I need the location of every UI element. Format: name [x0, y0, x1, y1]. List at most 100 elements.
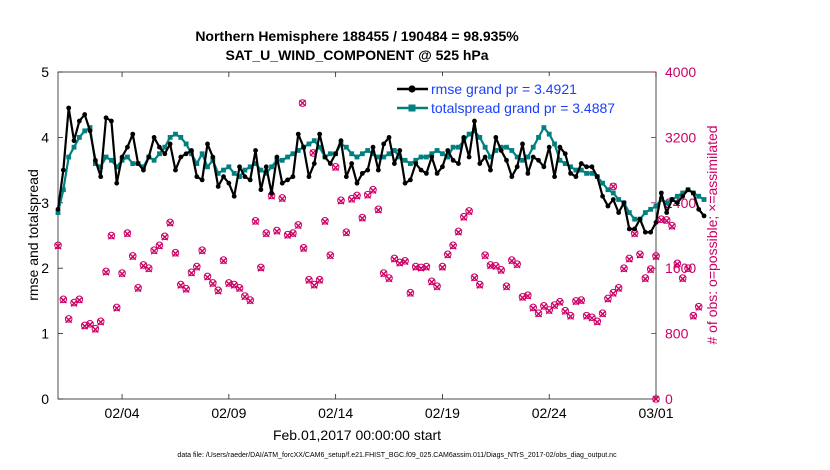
rmse-point: [605, 203, 611, 209]
rmse-point: [322, 154, 328, 160]
totalspread-point: [434, 148, 440, 153]
obs-possible-point: [193, 262, 201, 271]
series-layer: [55, 105, 707, 235]
totalspread-point: [359, 151, 365, 157]
totalspread-point: [295, 148, 301, 153]
obs-possible-point: [374, 205, 383, 214]
obs-assimilated-point: [540, 303, 548, 311]
obs-possible-point: [556, 297, 564, 306]
obs-assimilated-point: [577, 297, 585, 305]
obs-possible-point: [198, 246, 206, 255]
totalspread-point: [632, 216, 638, 222]
totalspread-point: [578, 167, 584, 173]
y-tick-label: 3: [41, 195, 49, 211]
rmse-point: [231, 193, 237, 199]
obs-assimilated-point: [535, 310, 543, 318]
rmse-point: [653, 220, 659, 225]
obs-assimilated-point: [615, 285, 623, 293]
obs-assimilated-point: [193, 263, 201, 271]
obs-possible-point: [492, 261, 500, 270]
obs-assimilated-point: [278, 195, 286, 203]
y2-axis-label: # of obs: o=possible; ×=assimilated: [704, 125, 720, 344]
totalspread-point: [498, 144, 504, 150]
obs-assimilated-point: [273, 227, 281, 235]
rmse-point: [146, 154, 152, 160]
obs-assimilated-point: [107, 232, 115, 240]
rmse-point: [509, 174, 515, 180]
rmse-point: [114, 180, 120, 186]
obs-possible-point: [646, 265, 655, 273]
obs-possible-point: [545, 306, 554, 314]
obs-assimilated-point: [657, 216, 665, 224]
totalspread-point: [290, 151, 296, 157]
obs-possible-point: [481, 251, 489, 259]
obs-possible-point: [379, 269, 388, 277]
rmse-point: [701, 213, 707, 219]
x-axis: 02/04 02/09 02/14 02/19 02/24 03/01: [105, 72, 674, 421]
rmse-point: [610, 197, 616, 202]
rmse-point: [418, 167, 424, 173]
obs-assimilated-point: [145, 265, 153, 273]
totalspread-point: [108, 157, 114, 163]
rmse-point: [333, 151, 339, 157]
obs-assimilated-point: [428, 278, 436, 286]
obs-possible-point: [668, 221, 676, 230]
obs-possible-point: [64, 315, 73, 323]
totalspread-point: [354, 154, 360, 160]
obs-assimilated-point: [401, 258, 409, 266]
obs-assimilated-point: [663, 217, 671, 225]
obs-assimilated-point: [59, 296, 67, 304]
obs-assimilated-point: [214, 287, 222, 295]
rmse-point: [82, 112, 88, 117]
obs-possible-point: [155, 241, 164, 250]
rmse-point: [306, 174, 312, 180]
rmse-point: [301, 144, 307, 150]
rmse-point: [429, 154, 435, 160]
rmse-point: [338, 138, 344, 144]
obs-assimilated-point: [262, 230, 270, 238]
rmse-point: [285, 177, 290, 183]
totalspread-point: [488, 154, 493, 160]
obs-assimilated-point: [695, 303, 703, 311]
obs-possible-point: [662, 216, 671, 224]
obs-assimilated-point: [225, 280, 233, 288]
obs-assimilated-point: [593, 318, 601, 326]
obs-assimilated-point: [588, 314, 596, 322]
totalspread-point: [456, 144, 461, 150]
obs-possible-point: [91, 324, 100, 333]
obs-assimilated-point: [599, 310, 607, 318]
totalspread-point: [141, 164, 146, 170]
obs-possible-point: [96, 317, 105, 326]
obs-possible-point: [310, 280, 319, 289]
totalspread-point: [584, 170, 589, 176]
obs-assimilated-point: [246, 297, 254, 305]
rmse-point: [381, 141, 387, 147]
totalspread-point: [626, 210, 632, 216]
obs-possible-point: [203, 272, 212, 281]
rmse-point: [87, 128, 93, 134]
obs-possible-point: [305, 275, 313, 284]
totalspread-point: [247, 164, 253, 170]
totalspread-point: [71, 144, 77, 150]
x-tick-label: 02/04: [105, 405, 140, 421]
totalspread-point: [610, 190, 616, 196]
rmse-point: [530, 154, 536, 160]
y-axis-label: rmse and totalspread: [25, 169, 41, 301]
totalspread-point: [530, 144, 536, 150]
rmse-point: [375, 167, 381, 173]
rmse-point: [573, 174, 579, 180]
obs-possible-point: [454, 227, 463, 236]
rmse-point: [365, 167, 371, 173]
obs-assimilated-point: [316, 276, 324, 284]
rmse-point: [407, 177, 413, 183]
obs-possible-point: [246, 296, 255, 304]
obs-possible-point: [358, 213, 367, 222]
obs-possible-point: [166, 218, 174, 227]
rmse-point: [584, 164, 589, 170]
obs-possible-point: [54, 241, 62, 250]
obs-possible-point: [128, 252, 137, 260]
obs-assimilated-point: [332, 164, 340, 172]
obs-assimilated-point: [556, 299, 564, 307]
totalspread-point: [279, 157, 285, 163]
